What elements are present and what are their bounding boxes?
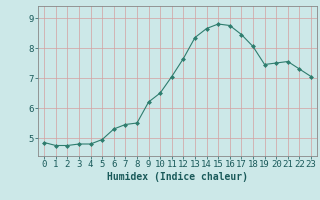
- X-axis label: Humidex (Indice chaleur): Humidex (Indice chaleur): [107, 172, 248, 182]
